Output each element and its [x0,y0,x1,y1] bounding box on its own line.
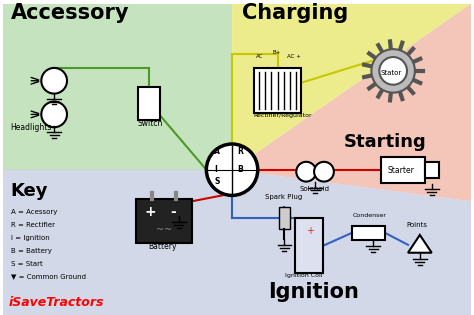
Text: A: A [214,147,220,156]
Polygon shape [3,4,232,170]
Text: B: B [237,165,243,174]
Text: I: I [214,165,217,174]
Text: Battery: Battery [148,242,176,251]
Polygon shape [232,4,471,170]
Circle shape [314,162,334,181]
Text: R = Rectifier: R = Rectifier [11,222,55,228]
Circle shape [41,101,67,127]
Polygon shape [232,4,471,201]
Text: Charging: Charging [242,3,348,24]
FancyBboxPatch shape [138,87,160,120]
Text: I = Ignition: I = Ignition [11,235,49,241]
Text: -: - [170,205,175,219]
Circle shape [372,49,415,93]
Text: AC: AC [256,54,263,59]
Text: Accessory: Accessory [11,3,129,24]
FancyBboxPatch shape [295,218,323,273]
Text: Ignition: Ignition [268,282,358,302]
FancyBboxPatch shape [425,162,438,178]
Circle shape [379,57,407,85]
Text: AC +: AC + [287,54,301,59]
Text: Starter: Starter [387,166,414,175]
Text: Headlights: Headlights [11,123,52,132]
Text: ~~: ~~ [156,225,172,235]
Text: Switch: Switch [137,119,163,128]
Circle shape [296,162,316,181]
Text: ▼ = Common Ground: ▼ = Common Ground [11,273,86,279]
FancyBboxPatch shape [136,199,191,243]
Text: R: R [237,147,243,156]
Text: +: + [144,205,156,219]
FancyBboxPatch shape [254,68,301,113]
Text: Starting: Starting [344,133,427,151]
Text: Key: Key [11,182,48,200]
Text: B = Battery: B = Battery [11,248,52,254]
Circle shape [206,144,258,195]
Text: iSaveTractors: iSaveTractors [9,296,104,309]
Text: S = Start: S = Start [11,261,43,266]
FancyBboxPatch shape [352,226,385,240]
Text: Points: Points [406,222,427,228]
Circle shape [41,68,67,94]
FancyBboxPatch shape [381,157,425,183]
Text: Condenser: Condenser [353,213,386,218]
Polygon shape [3,170,471,315]
Text: Solenoid: Solenoid [299,186,329,192]
Text: +: + [306,226,314,236]
Text: Ignition Coil: Ignition Coil [285,273,323,278]
Polygon shape [408,235,432,253]
Text: A = Acessory: A = Acessory [11,209,57,215]
Text: B+: B+ [273,50,281,55]
Text: Rectifier/Regulator: Rectifier/Regulator [254,113,312,118]
Text: Stator: Stator [380,70,401,76]
FancyBboxPatch shape [279,207,291,229]
Text: Spark Plug: Spark Plug [264,194,302,200]
Text: S: S [214,176,219,186]
